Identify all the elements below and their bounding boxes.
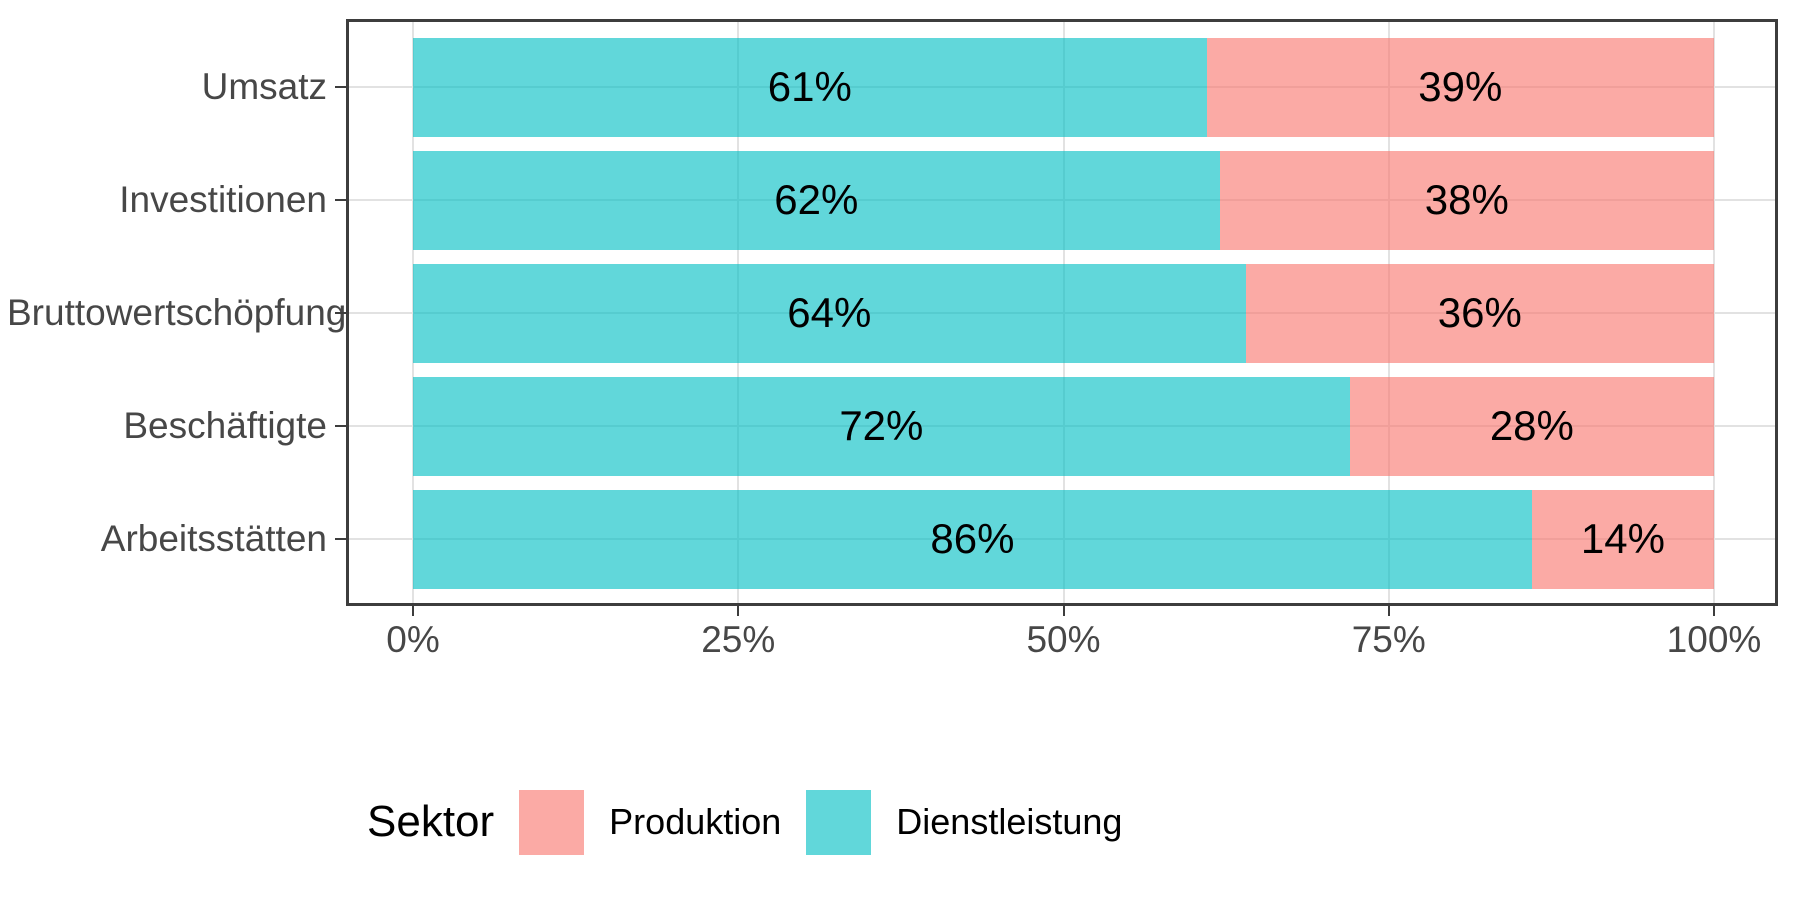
x-axis-label: 25%	[701, 619, 776, 660]
y-axis-tick	[335, 425, 346, 427]
value-label: 28%	[1489, 402, 1574, 449]
legend-title: Sektor	[367, 797, 495, 846]
bar-row-1: 61% 39%	[413, 37, 1714, 137]
y-axis-tick	[335, 86, 346, 88]
legend-item-produktion: Produktion	[519, 789, 782, 855]
bar-row-5: 86% 14%	[413, 489, 1714, 589]
bar-segment-produktion: 14%	[1531, 489, 1714, 589]
value-label: 62%	[774, 176, 859, 223]
y-axis-label: Arbeitsstätten	[100, 518, 327, 559]
legend-items: Produktion Dienstleistung	[519, 789, 1123, 855]
y-axis-label: Umsatz	[201, 66, 327, 107]
legend-item-label: Produktion	[609, 801, 782, 842]
y-axis-tick	[335, 199, 346, 201]
x-axis-tick	[1062, 606, 1065, 616]
bar-row-4: 72% 28%	[413, 376, 1714, 476]
bar-segment-dienstleistung: 62%	[413, 150, 1220, 250]
x-axis-tick	[737, 606, 740, 616]
bar-segment-produktion: 36%	[1245, 263, 1714, 363]
value-label: 64%	[787, 289, 872, 336]
y-axis-label: Bruttowertschöpfung	[7, 292, 347, 333]
bar-segment-dienstleistung: 64%	[413, 263, 1246, 363]
y-axis-tick	[335, 312, 346, 314]
legend-item-dienstleistung: Dienstleistung	[806, 789, 1123, 855]
bar-segment-produktion: 28%	[1349, 376, 1714, 476]
x-axis-label: 0%	[386, 619, 440, 660]
gridline-vertical	[1713, 22, 1715, 603]
bar-row-2: 62% 38%	[413, 150, 1714, 250]
bar-segment-dienstleistung: 72%	[413, 376, 1350, 476]
value-label: 86%	[930, 515, 1015, 562]
x-axis-tick	[1387, 606, 1390, 616]
x-axis-tick	[1713, 606, 1715, 616]
legend-swatch-icon	[806, 789, 872, 855]
x-axis-label: 100%	[1666, 619, 1762, 660]
bar-row-3: 64% 36%	[413, 263, 1714, 363]
bar-segment-produktion: 39%	[1206, 37, 1714, 137]
value-label: 36%	[1437, 289, 1522, 336]
legend-item-label: Dienstleistung	[896, 801, 1123, 842]
value-label: 14%	[1580, 515, 1665, 562]
value-label: 38%	[1424, 176, 1509, 223]
y-axis-label: Beschäftigte	[123, 405, 327, 446]
y-axis-tick	[335, 538, 346, 540]
plot-panel	[346, 19, 1778, 606]
x-axis-label: 75%	[1351, 619, 1426, 660]
y-axis-label: Investitionen	[119, 179, 327, 220]
x-axis-label: 50%	[1026, 619, 1101, 660]
bar-segment-dienstleistung: 86%	[413, 489, 1532, 589]
bar-segment-dienstleistung: 61%	[413, 37, 1207, 137]
legend-swatch-icon	[519, 789, 585, 855]
legend: Sektor Produktion Dienstleistung	[367, 789, 1122, 855]
value-label: 61%	[767, 63, 852, 110]
value-label: 39%	[1418, 63, 1503, 110]
value-label: 72%	[839, 402, 924, 449]
x-axis-tick	[412, 606, 414, 616]
bar-segment-produktion: 38%	[1219, 150, 1714, 250]
